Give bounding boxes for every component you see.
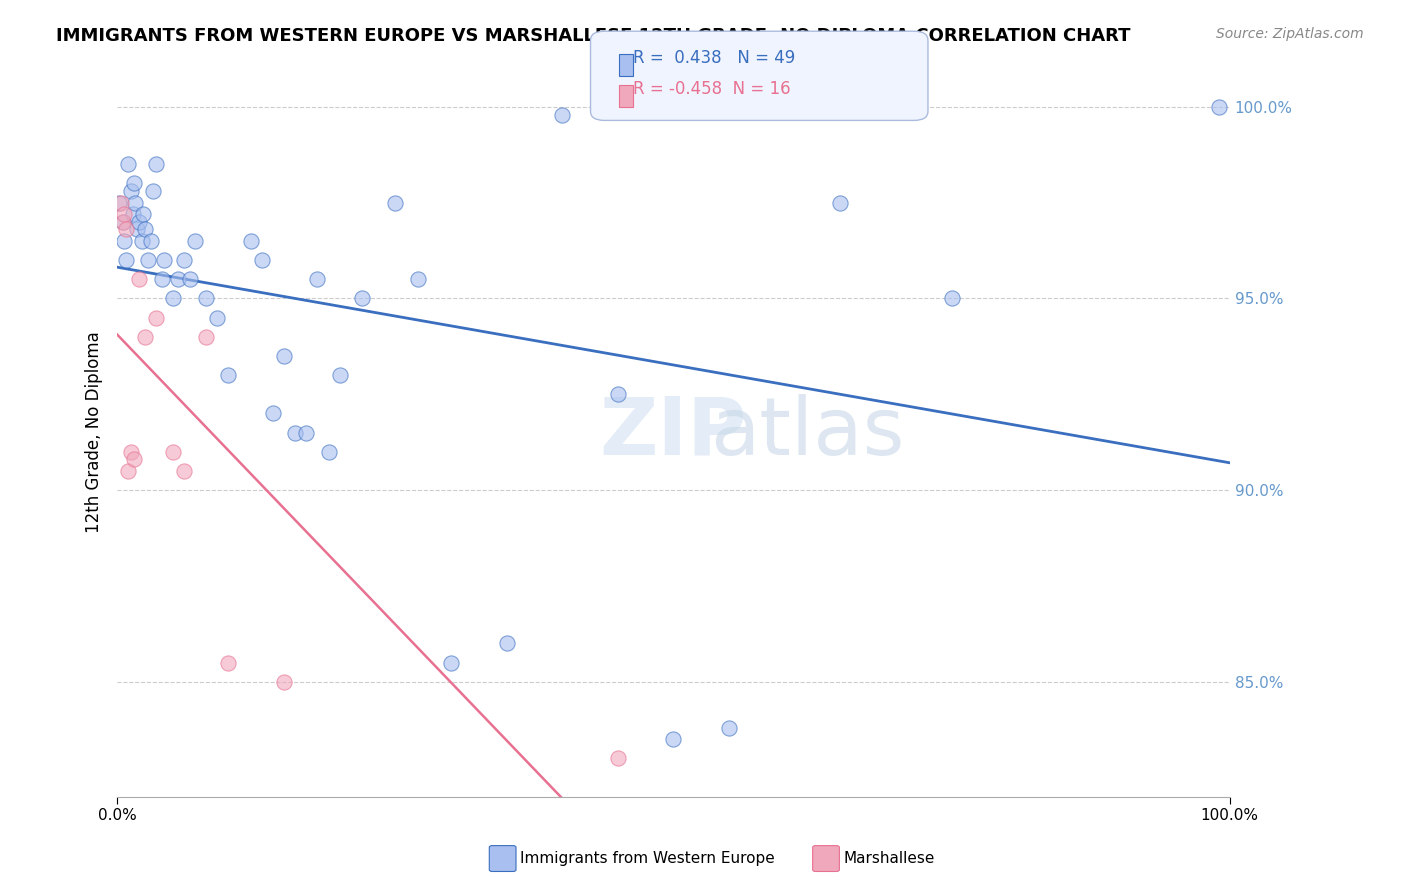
Point [134, 222, 156, 236]
Point [295, 425, 318, 440]
Point [145, 310, 167, 325]
Point [128, 272, 150, 286]
Point [162, 292, 184, 306]
Point [128, 215, 150, 229]
Point [122, 177, 145, 191]
Point [111, 215, 134, 229]
Point [551, 107, 574, 121]
Point [830, 195, 852, 210]
Point [217, 656, 239, 670]
Point [606, 387, 628, 401]
Point [262, 406, 284, 420]
Point [122, 452, 145, 467]
Point [250, 253, 273, 268]
Point [406, 272, 429, 286]
Point [384, 195, 406, 210]
Point [284, 425, 307, 440]
Text: atlas: atlas [710, 393, 904, 472]
Point [110, 195, 132, 210]
Text: ZIP: ZIP [600, 393, 747, 472]
Point [606, 751, 628, 765]
Point [350, 292, 373, 306]
Point [207, 310, 229, 325]
Point [127, 222, 149, 236]
Point [184, 234, 207, 248]
Point [273, 674, 295, 689]
Point [145, 157, 167, 171]
Point [115, 222, 138, 236]
Point [142, 184, 165, 198]
Point [111, 215, 134, 229]
Point [117, 464, 139, 478]
Point [132, 207, 155, 221]
Point [179, 272, 201, 286]
Point [195, 330, 218, 344]
Point [120, 184, 142, 198]
Point [718, 721, 741, 735]
Point [108, 195, 131, 210]
Point [112, 207, 135, 221]
Point [239, 234, 262, 248]
Point [662, 732, 685, 747]
Point [138, 253, 160, 268]
Point [173, 253, 195, 268]
Point [318, 444, 340, 458]
Point [153, 253, 176, 268]
Point [495, 636, 517, 650]
Point [124, 195, 146, 210]
Point [329, 368, 352, 383]
Point [112, 234, 135, 248]
Point [195, 292, 218, 306]
Point [941, 292, 963, 306]
Point [162, 444, 184, 458]
Text: Marshallese: Marshallese [844, 852, 935, 866]
Text: IMMIGRANTS FROM WESTERN EUROPE VS MARSHALLESE 12TH GRADE, NO DIPLOMA CORRELATION: IMMIGRANTS FROM WESTERN EUROPE VS MARSHA… [56, 27, 1130, 45]
Text: Immigrants from Western Europe: Immigrants from Western Europe [520, 852, 775, 866]
Point [173, 464, 195, 478]
Point [139, 234, 162, 248]
Text: R =  0.438   N = 49: R = 0.438 N = 49 [633, 49, 794, 67]
Point [217, 368, 239, 383]
Point [115, 253, 138, 268]
Text: Source: ZipAtlas.com: Source: ZipAtlas.com [1216, 27, 1364, 41]
Point [117, 157, 139, 171]
Y-axis label: 12th Grade, No Diploma: 12th Grade, No Diploma [86, 332, 103, 533]
Point [440, 656, 463, 670]
Point [150, 272, 173, 286]
Point [1208, 100, 1230, 114]
Point [121, 207, 143, 221]
Point [131, 234, 153, 248]
Point [134, 330, 156, 344]
Point [307, 272, 329, 286]
Text: R = -0.458  N = 16: R = -0.458 N = 16 [633, 80, 790, 98]
Point [120, 444, 142, 458]
Point [273, 349, 295, 363]
Point [167, 272, 190, 286]
